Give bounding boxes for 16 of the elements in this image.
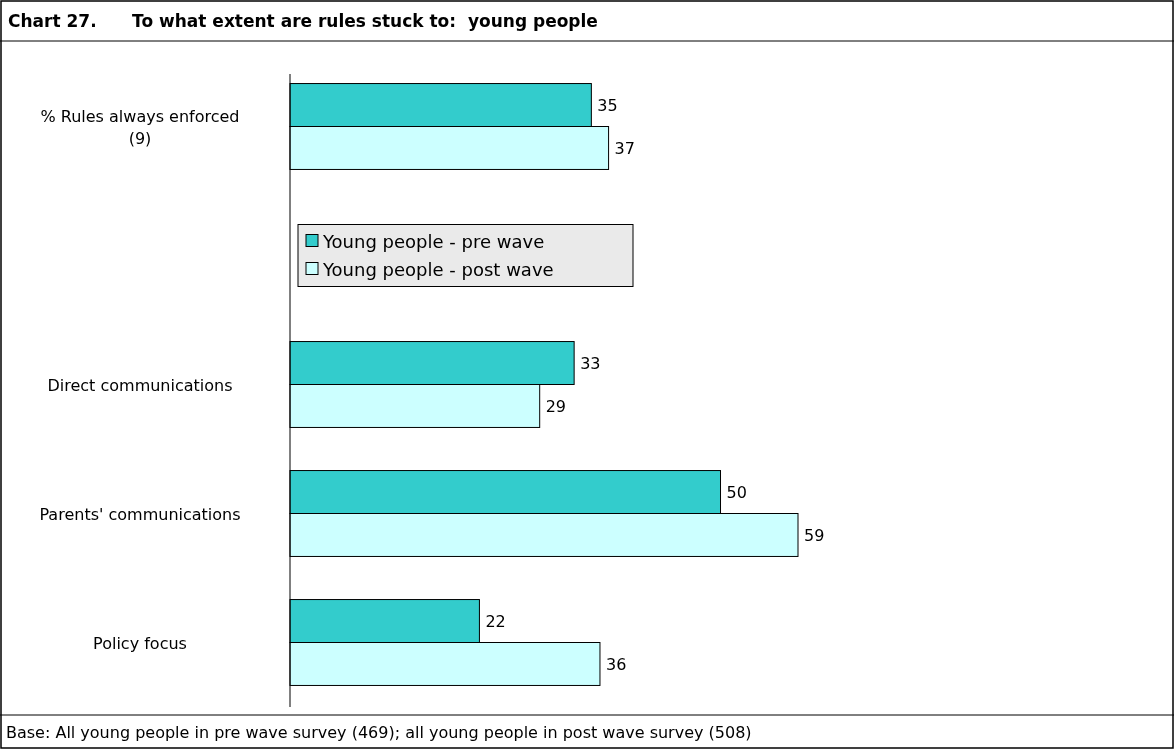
y-tick-label: % Rules always enforced (9) (40, 106, 240, 148)
data-label: 33 (580, 354, 601, 374)
data-label: 35 (597, 96, 618, 116)
text: Base: All young people in pre wave survey (469); all young people in post wave survey (508) (6, 723, 752, 742)
legend-label: Young people - pre wave (322, 230, 545, 252)
y-tick-label: Parents' communications (39, 504, 241, 524)
data-label: 50 (726, 483, 747, 503)
data-label: 59 (804, 525, 825, 545)
chart-title: Chart 27. To what extent are rules stuck to: young people (8, 11, 598, 31)
data-label: 22 (485, 612, 506, 632)
data-label: 36 (605, 654, 627, 674)
y-tick-label: Policy focus (93, 633, 187, 653)
y-tick-label: Direct communications (47, 375, 233, 395)
data-label: 29 (545, 396, 567, 416)
legend-label: Young people - post wave (322, 258, 554, 280)
data-label: 37 (614, 138, 635, 158)
